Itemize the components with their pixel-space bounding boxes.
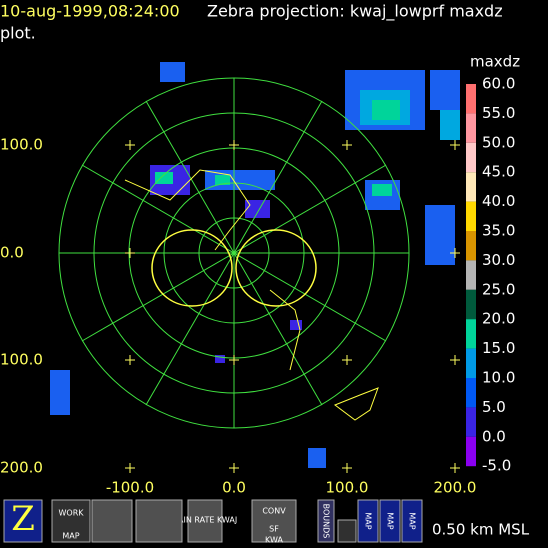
colorbar-band [466,84,476,114]
grid-crosses [125,140,460,473]
colorbar-label: 5.0 [482,398,506,416]
toolbar-button[interactable]: MAP [379,499,401,543]
radar-echoes [50,62,460,468]
button-face [91,499,133,543]
colorbar-label: 50.0 [482,133,515,151]
colorbar-band [466,172,476,202]
colorbar-label: 0.0 [482,427,506,445]
colorbar-label: 45.0 [482,163,515,181]
toolbar-button[interactable]: BOUNDS [317,499,335,543]
button-label: MAP [386,512,395,529]
colorbar-label: 60.0 [482,75,515,93]
toolbar-button[interactable]: Z [3,499,43,543]
colorbar-band [466,289,476,320]
x-label: 200.0 [434,479,477,497]
button-label: CONV [262,507,286,516]
colorbar-band [466,113,476,143]
button-face [401,499,423,543]
colorbar-title: maxdz [470,53,520,71]
colorbar-band [466,142,476,173]
colorbar-band [466,319,476,349]
button-face [357,499,379,543]
colorbar-band [466,201,476,231]
button-face [51,499,91,543]
colorbar-label: 55.0 [482,104,515,122]
button-label: MAP [62,532,79,541]
y-label: 200.0 [0,459,43,477]
timestamp: 10-aug-1999,08:24:00 [0,2,180,21]
colorbar-label: 35.0 [482,222,515,240]
axis-labels: 100.0 0.0 100.0 200.0 -100.0 0.0 100.0 200.0 [0,136,476,497]
button-face [337,519,357,543]
colorbar-label: 30.0 [482,251,515,269]
toolbar-button[interactable]: CONV [251,499,297,543]
colorbar-label: -5.0 [482,457,511,475]
colorbar-band [466,348,476,378]
altitude: 0.50 km MSL [432,521,530,539]
button-face [317,499,335,543]
colorbar-label: 20.0 [482,310,515,328]
toolbar: ZWORKMAPKWAJRAIN RATE KWAJCONVSFKWABOUND… [0,497,548,548]
button-face [379,499,401,543]
colorbar-band [466,260,476,290]
y-label: 100.0 [0,351,43,369]
toolbar-button[interactable]: WORK [51,499,91,543]
toolbar-button[interactable]: MAP [62,532,79,541]
colorbar: maxdz 60.0 55.0 50.0 45.0 40.0 35.0 30.0 25.0 20.… [466,53,520,475]
button-label: MAP [364,512,373,529]
x-label: -100.0 [106,479,154,497]
button-label: RAIN RATE KWAJ [173,516,237,525]
y-label: 0.0 [0,244,24,262]
toolbar-button[interactable]: MAP [401,499,423,543]
x-label: 0.0 [222,479,246,497]
button-label: Z [11,499,35,539]
toolbar-button[interactable]: RAIN RATE KWAJ [173,499,237,543]
title: Zebra projection: kwaj_lowprf maxdz [207,2,503,22]
button-label: MAP [408,512,417,529]
colorbar-label: 40.0 [482,192,515,210]
button-face [135,499,183,543]
toolbar-button[interactable]: SF [269,525,279,534]
button-face [3,499,43,543]
button-label: SF [269,525,279,534]
colorbar-band [466,436,476,467]
button-face [187,499,223,543]
button-label: WORK [58,509,84,518]
y-label: 100.0 [0,136,43,154]
colorbar-band [466,231,476,261]
button-label: KWA [265,536,283,545]
range-rings [58,77,410,429]
toolbar-button[interactable]: KWA [265,536,283,545]
colorbar-label: 25.0 [482,280,515,298]
button-face [251,499,297,543]
button-label: BOUNDS [322,504,331,539]
colorbar-band [466,378,476,408]
title-cont: plot. [0,24,36,43]
x-label: 100.0 [326,479,369,497]
toolbar-button[interactable]: MAP [357,499,379,543]
colorbar-band [466,407,476,437]
colorbar-label: 15.0 [482,339,515,357]
colorbar-label: 10.0 [482,369,515,387]
coastlines [124,169,379,421]
